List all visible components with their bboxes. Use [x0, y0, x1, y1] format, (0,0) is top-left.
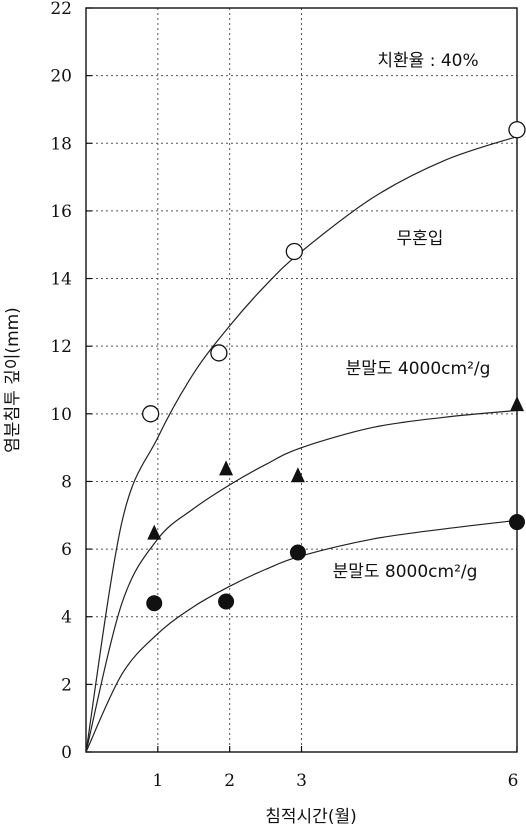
data-point-filled-circle	[218, 593, 235, 610]
y-tick-label: 6	[61, 540, 72, 560]
x-axis-title: 침적시간(월)	[265, 807, 356, 827]
y-tick-label: 22	[50, 0, 72, 19]
fit-curve-filled-circle	[85, 519, 518, 753]
data-point-filled-circle	[509, 514, 525, 531]
y-tick-label: 2	[61, 675, 72, 695]
data-point-filled-triangle	[510, 396, 524, 412]
annotation-replacement-ratio: 치환율 : 40%	[377, 51, 478, 71]
x-tick-label: 1	[152, 771, 163, 791]
data-point-filled-triangle	[147, 524, 162, 540]
data-points	[141, 121, 526, 612]
data-point-filled-triangle	[219, 460, 234, 476]
data-point-filled-triangle	[290, 467, 305, 483]
y-tick-label: 16	[50, 202, 72, 222]
fit-curve-filled-triangle	[85, 409, 518, 753]
y-tick-label: 0	[61, 743, 72, 763]
y-tick-labels: 0 2 4 6 8 10 12 14 16 18 20 22	[50, 0, 72, 763]
data-point-open-circle	[508, 121, 526, 139]
data-point-open-circle	[141, 405, 160, 423]
data-point-filled-circle	[289, 544, 306, 561]
x-tick-label: 2	[224, 771, 235, 791]
x-tick-label: 3	[296, 771, 307, 791]
x-tick-label: 6	[508, 771, 519, 791]
y-tick-label: 8	[61, 472, 72, 492]
data-point-filled-circle	[146, 595, 163, 612]
annotation-no-admixture: 무혼입	[397, 229, 444, 249]
y-tick-label: 14	[50, 270, 72, 290]
y-tick-label: 12	[50, 337, 72, 357]
annotation-fineness-8000: 분말도 8000cm²/g	[333, 562, 478, 582]
plot-frame	[85, 7, 518, 753]
data-point-open-circle	[285, 242, 303, 261]
y-tick-label: 18	[50, 134, 72, 154]
y-tick-label: 4	[61, 608, 72, 628]
y-tick-label: 20	[50, 67, 72, 87]
data-point-open-circle	[210, 344, 228, 362]
annotation-fineness-4000: 분말도 4000cm²/g	[346, 359, 491, 379]
y-axis-title: 염분침투 깊이(mm)	[3, 307, 23, 453]
fit-curve-open-circle	[85, 135, 518, 753]
fit-curves	[85, 135, 518, 753]
grid-lines	[86, 8, 517, 752]
y-tick-label: 10	[50, 405, 72, 425]
x-tick-labels: 1 2 3 6	[152, 771, 518, 791]
